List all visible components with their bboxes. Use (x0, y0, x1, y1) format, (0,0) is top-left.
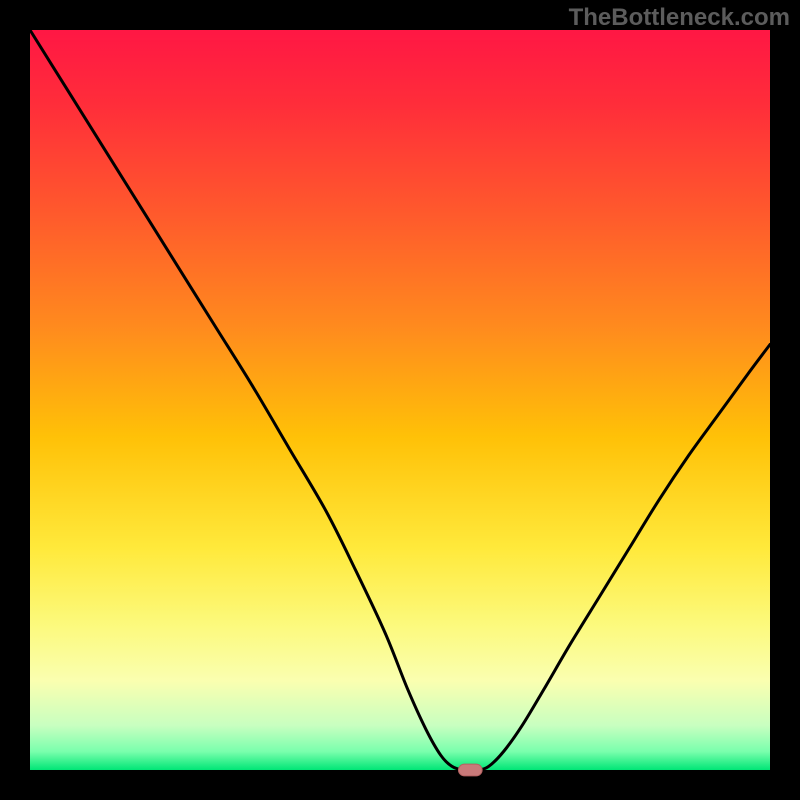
bottleneck-chart (0, 0, 800, 800)
chart-background (30, 30, 770, 770)
watermark-text: TheBottleneck.com (569, 4, 790, 32)
optimal-marker (458, 764, 482, 776)
chart-container: { "watermark": { "text": "TheBottleneck.… (0, 0, 800, 800)
